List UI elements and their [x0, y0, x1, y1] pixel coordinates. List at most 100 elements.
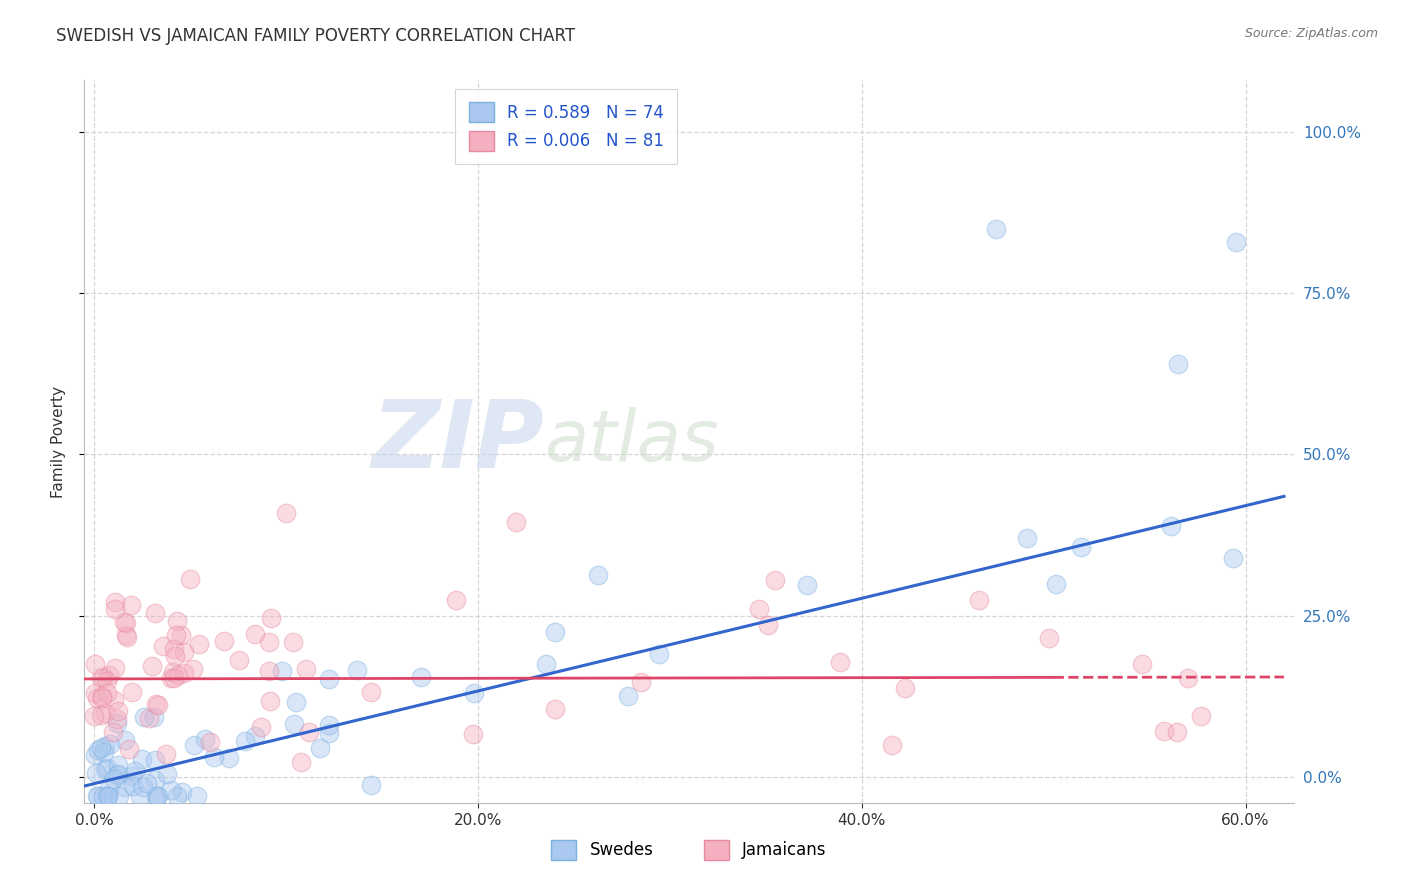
Point: [96, 673, 118, 688]
Point: [295, 662, 318, 676]
Point: [162, 642, 184, 657]
Point: [156, 767, 179, 781]
Point: [91, 789, 114, 803]
Point: [94, 739, 117, 754]
Point: [257, 635, 280, 649]
Point: [90, 690, 112, 705]
Point: [97, 780, 120, 795]
Point: [104, 594, 127, 608]
Point: [97, 789, 120, 804]
Point: [131, 752, 153, 766]
Point: [179, 572, 201, 586]
Point: [104, 602, 127, 616]
Point: [105, 712, 128, 726]
Point: [87, 743, 110, 757]
Point: [1166, 724, 1188, 739]
Point: [112, 615, 135, 629]
Point: [166, 789, 188, 804]
Point: [163, 671, 186, 685]
Point: [828, 655, 851, 669]
Point: [143, 753, 166, 767]
Point: [84, 747, 107, 762]
Point: [984, 221, 1007, 235]
Point: [136, 776, 159, 790]
Point: [1153, 724, 1175, 739]
Point: [1177, 671, 1199, 685]
Point: [138, 711, 160, 725]
Point: [166, 614, 188, 628]
Point: [250, 720, 273, 734]
Point: [763, 573, 786, 587]
Point: [298, 725, 321, 739]
Point: [103, 725, 125, 739]
Point: [257, 665, 280, 679]
Point: [218, 750, 240, 764]
Text: atlas: atlas: [544, 407, 718, 476]
Point: [132, 710, 155, 724]
Point: [173, 645, 195, 659]
Point: [155, 747, 177, 761]
Point: [105, 768, 128, 782]
Point: [96, 789, 118, 804]
Point: [121, 685, 143, 699]
Point: [1167, 357, 1189, 371]
Point: [84, 686, 107, 700]
Point: [880, 738, 903, 752]
Point: [202, 750, 225, 764]
Point: [103, 693, 125, 707]
Point: [115, 627, 138, 641]
Point: [146, 789, 169, 804]
Text: ZIP: ZIP: [371, 395, 544, 488]
Point: [132, 780, 155, 794]
Point: [194, 731, 217, 746]
Point: [83, 709, 105, 723]
Point: [104, 661, 127, 675]
Point: [285, 695, 308, 709]
Point: [245, 729, 267, 743]
Point: [505, 515, 527, 529]
Point: [97, 668, 120, 682]
Point: [1222, 551, 1244, 566]
Point: [103, 772, 125, 786]
Point: [967, 593, 990, 607]
Point: [118, 742, 141, 756]
Point: [91, 690, 114, 704]
Point: [163, 648, 186, 663]
Point: [1015, 531, 1038, 545]
Point: [648, 647, 671, 661]
Point: [148, 698, 170, 713]
Point: [617, 689, 640, 703]
Point: [84, 765, 107, 780]
Point: [143, 772, 166, 787]
Text: Source: ZipAtlas.com: Source: ZipAtlas.com: [1244, 27, 1378, 40]
Point: [94, 706, 117, 720]
Point: [536, 657, 558, 671]
Point: [146, 789, 169, 804]
Point: [107, 767, 129, 781]
Point: [91, 670, 114, 684]
Point: [183, 662, 205, 676]
Point: [166, 668, 188, 682]
Point: [93, 745, 115, 759]
Point: [170, 628, 193, 642]
Point: [107, 704, 129, 718]
Point: [544, 702, 567, 716]
Point: [283, 716, 305, 731]
Point: [1070, 540, 1092, 554]
Point: [160, 672, 183, 686]
Point: [544, 624, 567, 639]
Point: [114, 732, 136, 747]
Point: [172, 785, 194, 799]
Point: [186, 789, 208, 804]
Point: [318, 725, 340, 739]
Point: [1130, 657, 1153, 671]
Point: [756, 617, 779, 632]
Point: [796, 578, 818, 592]
Point: [114, 780, 136, 794]
Legend: Swedes, Jamaicans: Swedes, Jamaicans: [544, 833, 834, 867]
Point: [233, 734, 256, 748]
Point: [271, 665, 294, 679]
Point: [259, 694, 281, 708]
Point: [360, 685, 382, 699]
Point: [87, 789, 110, 804]
